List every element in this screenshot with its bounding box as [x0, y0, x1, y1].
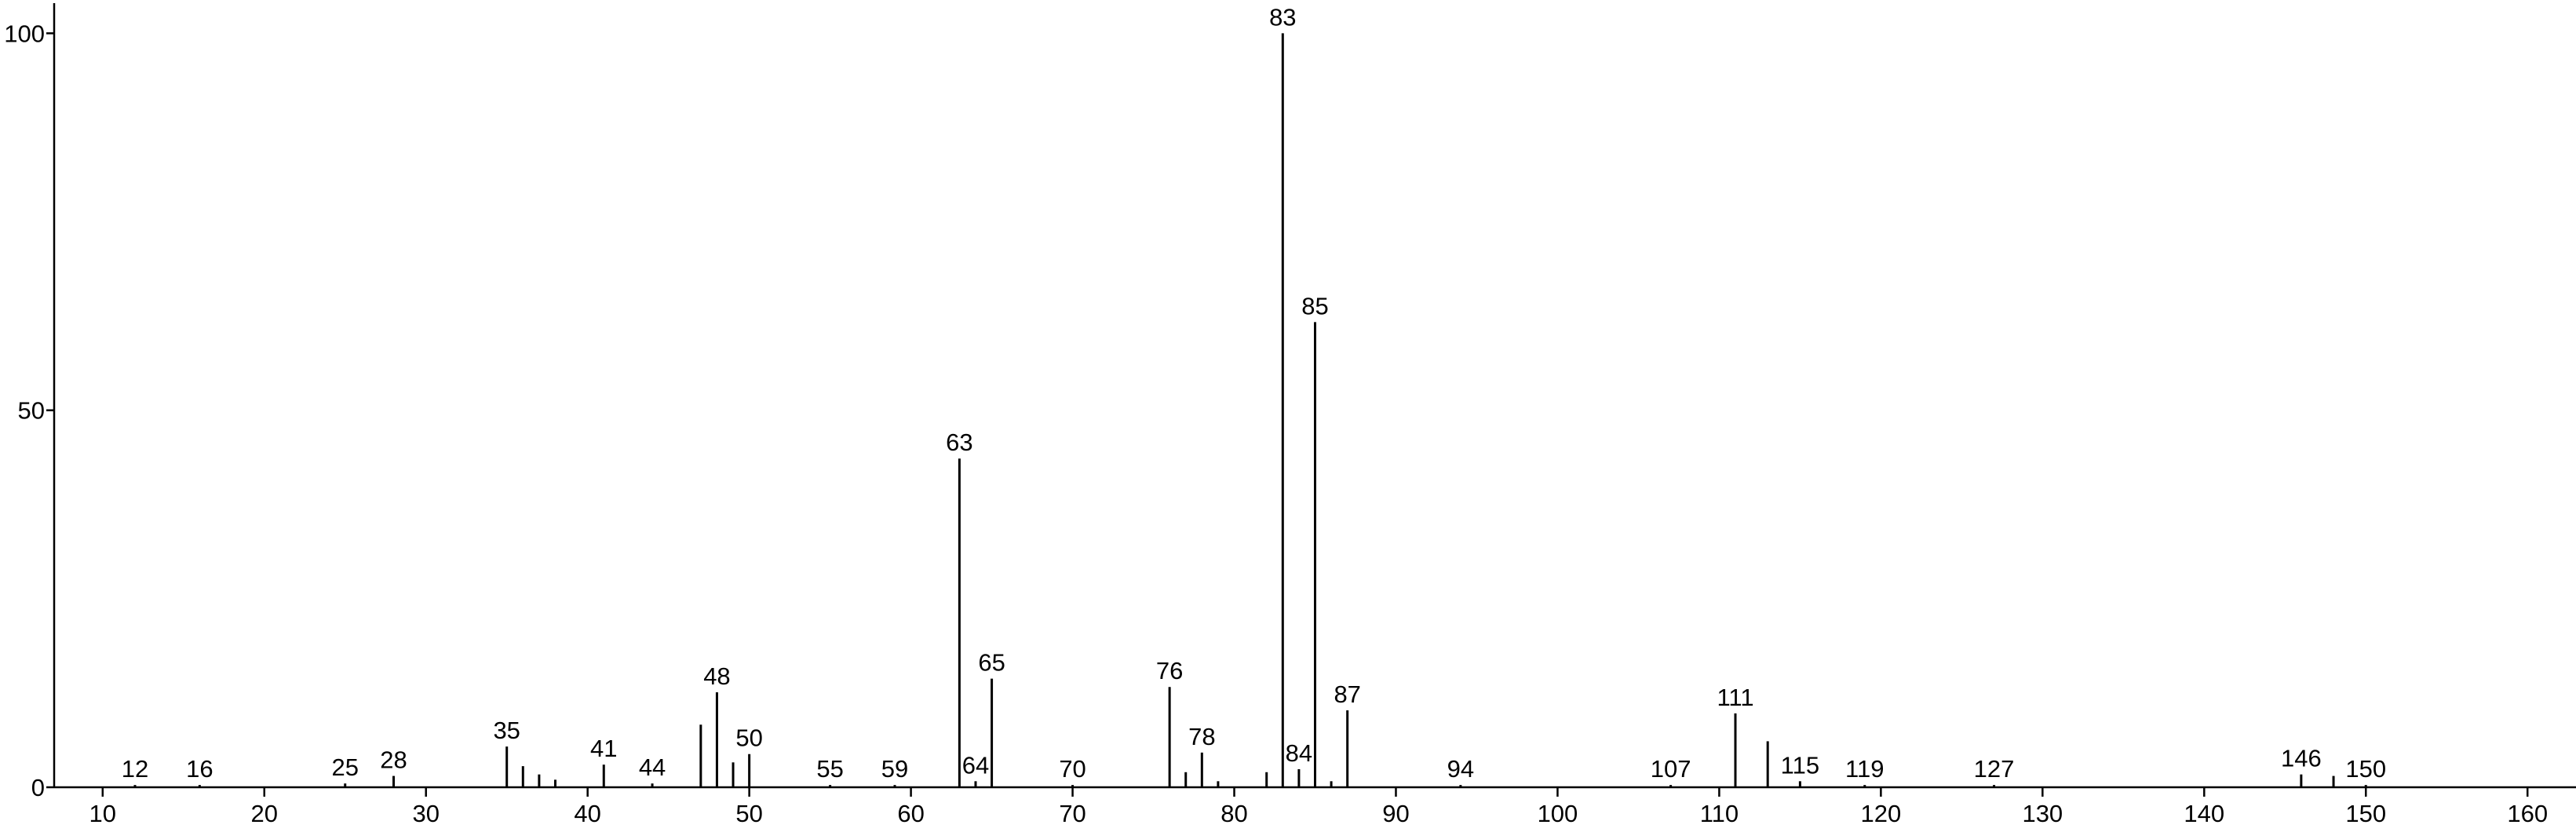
peak-label: 12 [122, 755, 148, 783]
x-tick-label: 30 [412, 800, 439, 827]
y-tick-label: 0 [31, 774, 45, 801]
peak-label: 76 [1156, 657, 1183, 684]
peak-label: 115 [1781, 751, 1819, 779]
x-tick-label: 100 [1538, 800, 1578, 827]
peak-label: 94 [1447, 755, 1474, 783]
x-tick-label: 140 [2184, 800, 2224, 827]
peak-label: 111 [1717, 684, 1753, 711]
peak-label: 25 [331, 754, 358, 781]
peak-label: 119 [1845, 755, 1884, 783]
peak-label: 146 [2281, 745, 2322, 772]
peak-label: 59 [881, 755, 908, 783]
x-tick-label: 120 [1860, 800, 1901, 827]
peak-label: 87 [1334, 681, 1360, 708]
peak-label: 85 [1301, 292, 1328, 319]
peak-label: 63 [946, 429, 972, 456]
y-tick-label: 50 [18, 397, 45, 425]
peak-label: 55 [816, 755, 843, 783]
peak-label: 28 [380, 746, 407, 774]
x-tick-label: 20 [251, 800, 278, 827]
peak-label: 70 [1059, 755, 1085, 783]
x-tick-label: 160 [2507, 800, 2548, 827]
peak-label: 78 [1188, 723, 1215, 750]
y-tick-label: 100 [4, 20, 45, 47]
peak-label: 150 [2345, 755, 2386, 783]
x-tick-label: 80 [1220, 800, 1247, 827]
peak-label: 35 [493, 717, 520, 744]
peak-label: 84 [1286, 739, 1312, 767]
x-tick-label: 40 [574, 800, 600, 827]
peak-label: 83 [1269, 3, 1296, 31]
peak-label: 127 [1974, 755, 2015, 783]
x-tick-label: 70 [1059, 800, 1085, 827]
peak-label: 16 [186, 755, 213, 783]
peak-label: 64 [962, 751, 989, 779]
peak-label: 44 [639, 754, 666, 781]
x-tick-label: 60 [897, 800, 924, 827]
x-tick-label: 90 [1382, 800, 1409, 827]
x-tick-label: 10 [89, 800, 116, 827]
x-tick-label: 50 [735, 800, 762, 827]
peak-label: 50 [735, 724, 762, 752]
x-tick-label: 150 [2345, 800, 2386, 827]
peak-label: 48 [703, 662, 730, 690]
peak-label: 65 [978, 649, 1005, 677]
peak-label: 41 [590, 735, 617, 762]
x-tick-label: 130 [2022, 800, 2063, 827]
peak-label: 107 [1651, 755, 1691, 783]
x-tick-label: 110 [1700, 800, 1739, 827]
